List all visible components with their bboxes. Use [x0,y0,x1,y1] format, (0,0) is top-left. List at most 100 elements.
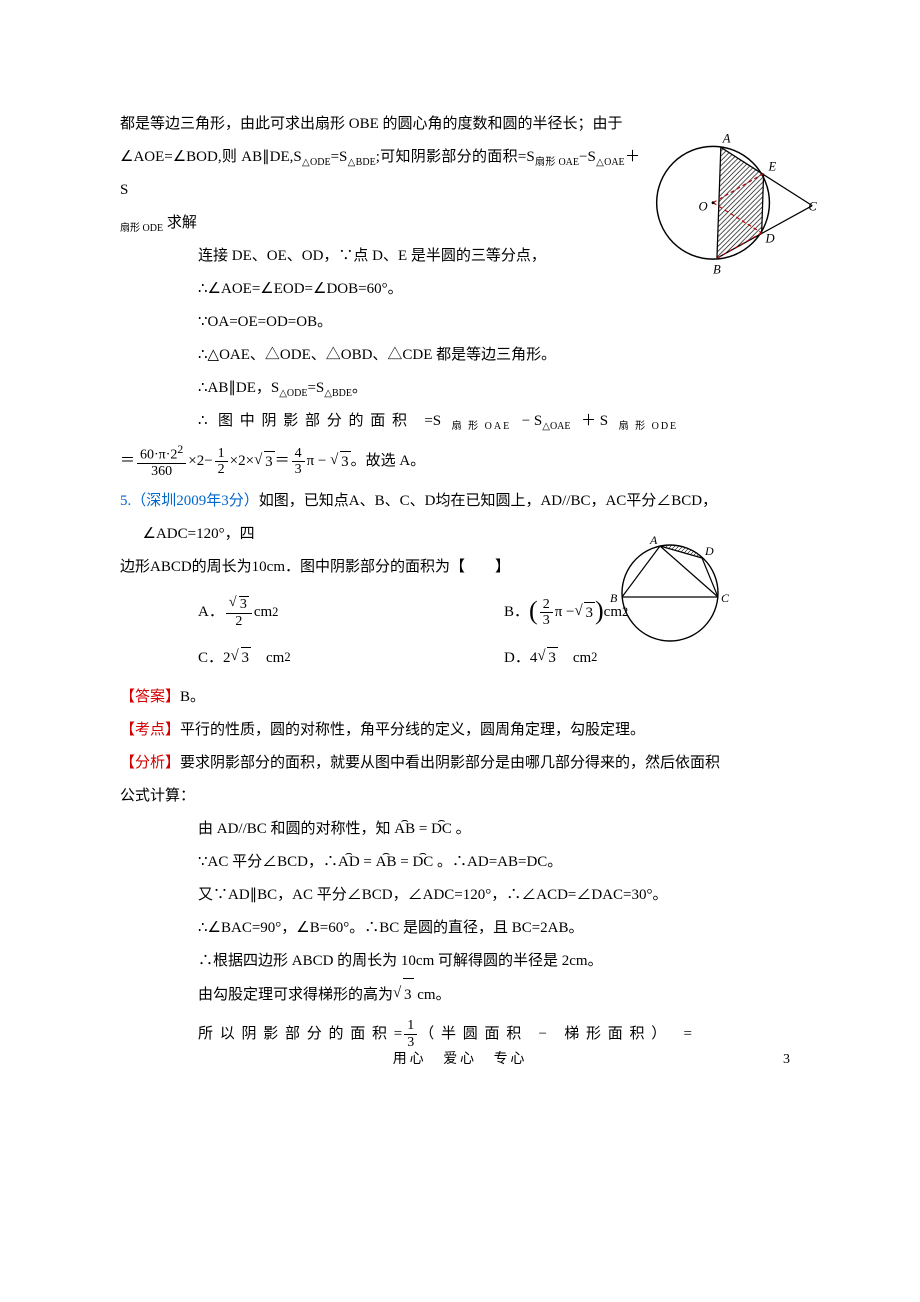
svg-text:B: B [713,263,721,277]
den: 360 [148,464,175,479]
text: 由 AD//BC 和圆的对称性，知 [198,821,394,837]
svg-text:B: B [610,591,618,605]
sqrt: 3 [330,451,351,473]
text: ∴ [198,413,208,429]
text: = [396,854,412,870]
text: 所以阴影部分的面积 [198,1024,394,1045]
sub: △OAE [596,157,625,168]
text: ∴根据四边形 ABCD 的周长为 10cm 可解得圆的半径是 2cm。 [198,953,603,969]
step-2-3: 又∵AD∥BC，AC 平分∠BCD，∠ADC=120°，∴∠ACD=∠DAC=3… [120,879,810,912]
text: ∵AC 平分∠BCD，∴ [198,854,338,870]
text: π − [307,451,327,472]
figure-1: A E C D B O [645,108,820,278]
step-2-4: ∴∠BAC=90°，∠B=60°。∴BC 是圆的直径，且 BC=2AB。 [120,912,810,945]
fraction: 60·π·22 360 [137,444,186,479]
step-2-2: ∵AC 平分∠BCD，∴AD = AB = DC 。∴AD=AB=DC。 [120,846,810,879]
arc: DC [412,846,433,879]
text: ∴∠BAC=90°，∠B=60°。∴BC 是圆的直径，且 BC=2AB。 [198,920,584,936]
text: ×2× [230,451,254,472]
arc: DC [431,813,452,846]
step-1-4: ∴△OAE、△ODE、△OBD、△CDE 都是等边三角形。 [120,339,810,372]
text: ∵OA=OE=OD=OB。 [198,314,332,330]
unit: cm [254,602,272,623]
svg-text:O: O [698,200,707,214]
step-1-5: ∴AB∥DE，S△ODE=S△BDE。 [120,372,810,405]
text: 如图，已知点A、B、C、D均在已知圆上，AD//BC，AC平分∠BCD， [259,493,717,509]
sub: △OAE [542,421,570,432]
text: ＋ S [581,413,608,429]
text: = [415,821,431,837]
text: − S [522,413,543,429]
figure-2: A D B C [600,533,740,643]
text: 求解 [163,215,197,231]
text: =S [331,149,348,165]
text: 边形ABCD的周长为10cm．图中阴影部分的面积为【 】 [120,559,510,575]
step-1-6: ∴ 图中阴影部分的面积 =S 扇 形 OAE − S△OAE ＋ S 扇 形 O… [120,405,810,438]
fenxi-line-1: 【分析】要求阴影部分的面积，就要从图中看出阴影部分是由哪几部分得来的，然后依面积 [120,747,810,780]
label: A． [198,602,224,623]
fraction: 1 2 [215,446,228,478]
step-2-6: 由勾股定理可求得梯形的高为3 cm。 [120,978,810,1012]
sub: 扇 形 ODE [619,421,679,432]
label: C．2 [198,648,231,669]
den: 2 [215,462,228,477]
text: = [394,1024,402,1045]
arc: AB [376,846,397,879]
step-2-1: 由 AD//BC 和圆的对称性，知 AB = DC 。 [120,813,810,846]
label: B． [504,602,529,623]
rad: 3 [547,647,558,669]
option-c: C．23 cm2 [198,647,504,669]
kaodian-label: 【考点】 [120,722,180,738]
equation-1: ＝ 60·π·22 360 ×2− 1 2 ×2× 3 ＝ 4 3 π − 3 … [120,444,810,479]
svg-text:A: A [649,533,658,547]
rad: 3 [403,978,414,1012]
sub: △BDE [324,388,352,399]
text: 公式计算： [120,788,195,804]
options-row-2: C．23 cm2 D．43 cm2 [120,641,810,675]
sub: 扇 形 OAE [452,421,512,432]
sub: △ODE [279,388,307,399]
answer-label: 【答案】 [120,689,180,705]
text: = [360,854,376,870]
answer-line: 【答案】B。 [120,681,810,714]
fenxi-line-2: 公式计算： [120,780,810,813]
kaodian-value: 平行的性质，圆的对称性，角平分线的定义，圆周角定理，勾股定理。 [180,722,645,738]
text: ∴AB∥DE，S [198,380,279,396]
text: 。 [352,380,367,396]
arc: AD [338,846,360,879]
sub: 扇形 OAE [535,157,579,168]
text: ＝ [120,451,135,472]
svg-text:C: C [808,200,817,214]
fraction: 4 3 [292,446,305,478]
sub: △ODE [302,157,331,168]
text: 又∵AD∥BC，AC 平分∠BCD，∠ADC=120°，∴∠ACD=∠DAC=3… [198,887,668,903]
svg-text:D: D [765,232,775,246]
den: 3 [292,462,305,477]
rad: 3 [239,596,249,612]
num: 60·π·2 [140,448,177,463]
unit: cm [251,648,284,669]
text: ∠ADC=120°，四 [143,526,255,542]
text: −S [579,149,596,165]
num: 2 [540,597,553,613]
text: 要求阴影部分的面积，就要从图中看出阴影部分是由哪几部分得来的，然后依面积 [180,755,720,771]
fenxi-label: 【分析】 [120,755,180,771]
num: 1 [404,1018,417,1034]
text: ∴∠AOE=∠EOD=∠DOB=60°。 [198,281,403,297]
unit: cm [558,648,591,669]
sup: 2 [591,649,597,667]
q5-head: 5.（深圳2009年3分） [120,493,259,509]
answer-value: B。 [180,689,205,705]
text: 图中阴影部分的面积 [218,413,414,429]
text: 连接 DE、OE、OD，∵点 D、E 是半圆的三等分点， [198,248,546,264]
rad: 3 [340,451,351,473]
fraction: 2 3 [540,597,553,629]
den: 3 [540,613,553,628]
sup: 2 [284,649,290,667]
sub: 扇形 ODE [120,223,163,234]
text: 。 [452,821,471,837]
q5-line1: 5.（深圳2009年3分）如图，已知点A、B、C、D均在已知圆上，AD//BC，… [120,485,810,518]
step-2-5: ∴根据四边形 ABCD 的周长为 10cm 可解得圆的半径是 2cm。 [120,945,810,978]
fraction: 3 2 [226,596,252,629]
text: 。∴AD=AB=DC。 [433,854,562,870]
